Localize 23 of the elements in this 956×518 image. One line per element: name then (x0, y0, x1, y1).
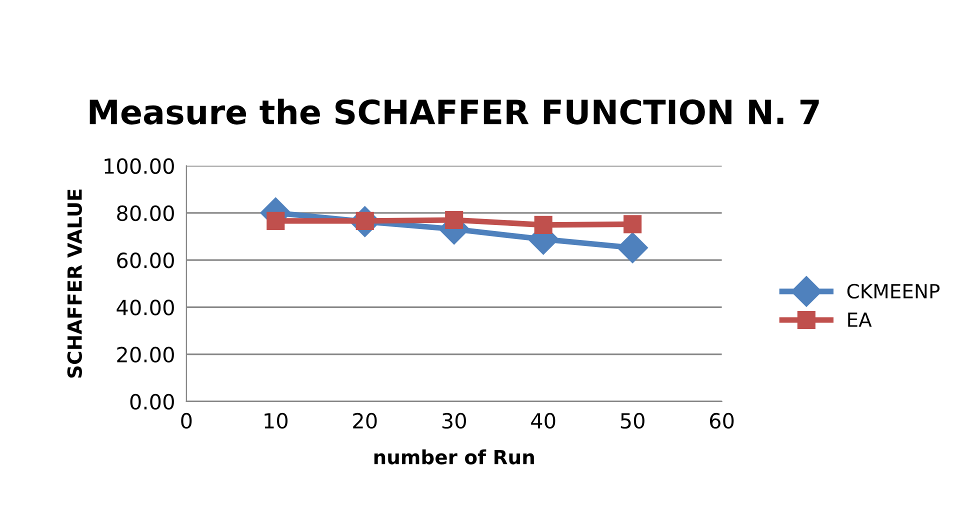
x-tick-label: 40 (531, 412, 556, 429)
point (534, 216, 552, 234)
y-axis-title: SCHAFFER VALUE (67, 190, 82, 378)
point (445, 210, 464, 229)
chart-title: Measure the SCHAFFER FUNCTION N. 7 (90, 98, 819, 125)
y-tick-label: 100.00 (104, 158, 174, 174)
x-tick-label: 50 (620, 412, 644, 429)
y-tick-label: 60.00 (117, 252, 174, 268)
point (266, 212, 285, 230)
x-tick-label: 10 (264, 412, 288, 429)
y-tick-label: 0.00 (130, 394, 174, 410)
legend-label: CKMEENP (847, 284, 940, 299)
legend-label: EA (848, 312, 872, 327)
y-tick-label: 40.00 (116, 300, 174, 316)
x-tick-label: 0 (181, 412, 192, 429)
x-tick-label: 20 (353, 412, 377, 429)
x-tick-label: 30 (442, 412, 466, 429)
point (617, 232, 648, 264)
y-tick-label: 20.00 (117, 346, 174, 363)
point (624, 215, 642, 234)
x-tick-label: 60 (710, 412, 734, 429)
y-tick-label: 80.00 (117, 205, 174, 222)
x-axis-title: number of Run (374, 449, 534, 464)
